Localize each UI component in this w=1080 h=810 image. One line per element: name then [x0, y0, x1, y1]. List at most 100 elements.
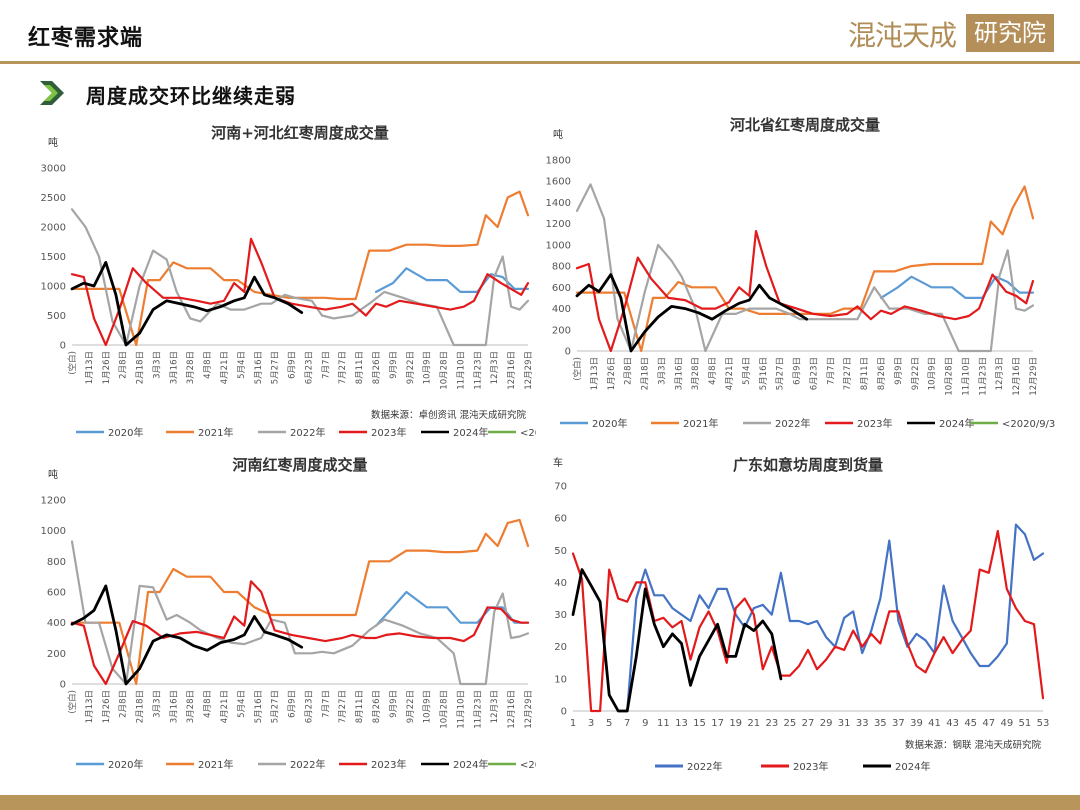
x-tick-label: 2月8日: [624, 357, 634, 385]
x-tick-label: 4月8日: [708, 357, 718, 385]
x-tick-label: 6月23日: [304, 690, 314, 723]
chart-title: 广东如意坊周度到货量: [733, 456, 883, 474]
x-tick-label: 10月9日: [423, 690, 433, 723]
x-tick-label: 2月8日: [119, 351, 129, 379]
x-tick-label: 3月3日: [657, 357, 667, 385]
header-divider: [0, 61, 1080, 64]
legend-item: 2021年: [166, 758, 233, 771]
legend-label: <2020/9/3: [520, 760, 536, 771]
legend-item: 2024年: [863, 760, 930, 773]
page-title: 红枣需求端: [28, 25, 144, 51]
legend-label: 2024年: [895, 760, 930, 773]
legend-label: 2024年: [453, 758, 488, 771]
y-tick-label: 0: [60, 680, 66, 691]
x-tick-label: 5月27日: [776, 357, 786, 390]
legend-label: 2023年: [857, 417, 892, 430]
x-tick-label: 23: [765, 718, 778, 729]
legend-item: 2020年: [76, 758, 143, 771]
x-tick-label: 35: [874, 718, 887, 729]
y-tick-label: 0: [60, 341, 66, 352]
legend-item: 2020年: [76, 426, 143, 439]
x-tick-label: 6月23日: [304, 351, 314, 384]
chart-title: 河南+河北红枣周度成交量: [211, 124, 389, 142]
x-tick-label: 12月16日: [507, 690, 517, 729]
x-tick-label: 53: [1037, 718, 1050, 729]
x-tick-label: 5月16日: [254, 351, 264, 384]
legend-label: 2021年: [683, 417, 718, 430]
x-tick-label: 7月27日: [843, 357, 853, 390]
y-tick-label: 30: [554, 610, 567, 621]
x-tick-label: 7: [624, 718, 630, 729]
x-tick-label: 1月13日: [85, 690, 95, 723]
x-tick-label: 12月3日: [490, 690, 500, 723]
legend-label: 2023年: [793, 760, 828, 773]
legend-label: 2023年: [371, 758, 406, 771]
footer-band: [0, 795, 1080, 810]
x-tick-label: 7月7日: [826, 357, 836, 385]
legend-label: 2022年: [290, 758, 325, 771]
x-tick-label: 11月10日: [456, 351, 466, 390]
y-tick-label: 2000: [41, 223, 66, 234]
x-tick-label: 10月28日: [440, 351, 450, 390]
series-line-2022年: [575, 183, 1035, 353]
x-tick-label: 27: [802, 718, 815, 729]
legend-item: 2021年: [651, 417, 718, 430]
x-tick-label: 12月16日: [507, 351, 517, 390]
x-tick-label: 9月9日: [389, 351, 399, 379]
x-tick-label: 1月26日: [102, 690, 112, 723]
x-tick-label: 1月13日: [590, 357, 600, 390]
legend-item: 2022年: [258, 426, 325, 439]
x-tick-label: 12月16日: [1012, 357, 1022, 396]
x-tick-label: 8月26日: [372, 690, 382, 723]
x-tick-label: 12月29日: [524, 351, 534, 390]
series-line-2023年: [70, 237, 530, 347]
chart-guangdong: 广东如意坊周度到货量车 0 10 20 30 40 50 60 70 1 3 5 7 9 11 13 15 17 1…: [545, 450, 1055, 780]
x-tick-label: 11月23日: [473, 351, 483, 390]
legend-item: <2020/9/3: [970, 419, 1055, 430]
y-tick-label: 800: [552, 262, 571, 273]
x-tick-label: 41: [928, 718, 941, 729]
y-tick-label: 1000: [41, 282, 66, 293]
x-tick-label: 10月9日: [928, 357, 938, 390]
legend-label: 2022年: [290, 426, 325, 439]
series-line-2023年: [575, 229, 1035, 353]
series-line-2020年: [879, 275, 1035, 299]
legend-label: 2024年: [453, 426, 488, 439]
x-tick-label: 33: [856, 718, 869, 729]
x-tick-label: (空白): [67, 351, 78, 375]
x-tick-label: 13: [675, 718, 688, 729]
x-tick-label: 11月23日: [473, 690, 483, 729]
x-tick-label: 10月28日: [945, 357, 955, 396]
y-tick-label: 1400: [546, 198, 571, 209]
x-tick-label: 12月29日: [1029, 357, 1039, 396]
section-subtitle: 周度成交环比继续走弱: [86, 84, 296, 108]
legend-item: 2020年: [560, 417, 627, 430]
chevron-right-icon: [40, 81, 64, 105]
legend-item: <2020/9/3: [488, 760, 536, 771]
x-tick-label: 11月10日: [961, 357, 971, 396]
y-unit-label: 吨: [48, 136, 58, 149]
legend-item: 2022年: [655, 760, 722, 773]
header: 红枣需求端 混沌天成 研究院: [0, 0, 1080, 64]
y-tick-label: 600: [552, 283, 571, 294]
logo-box: 研究院: [966, 14, 1054, 52]
x-tick-label: 6月9日: [793, 357, 803, 385]
x-tick-label: 31: [838, 718, 851, 729]
x-tick-label: 8月11日: [355, 690, 365, 723]
series-line-2022年: [70, 540, 530, 686]
chart-henan-hebei: 河南+河北红枣周度成交量吨 0 500 1000 1500 2000 2500 3000 (空白…: [36, 116, 536, 444]
x-tick-label: 7月27日: [338, 690, 348, 723]
x-tick-label: 2月18日: [136, 351, 146, 384]
x-tick-label: 5: [606, 718, 612, 729]
x-tick-label: 9月22日: [406, 690, 416, 723]
x-tick-label: 3月28日: [691, 357, 701, 390]
y-tick-label: 1600: [546, 177, 571, 188]
series-line-2021年: [575, 185, 1035, 353]
y-tick-label: 3000: [41, 164, 66, 175]
x-tick-label: 12月3日: [490, 351, 500, 384]
x-tick-label: 11月10日: [456, 690, 466, 729]
x-tick-label: 43: [946, 718, 959, 729]
x-tick-label: 5月4日: [742, 357, 752, 385]
x-tick-label: 12月3日: [995, 357, 1005, 390]
x-tick-label: (空白): [67, 690, 78, 714]
